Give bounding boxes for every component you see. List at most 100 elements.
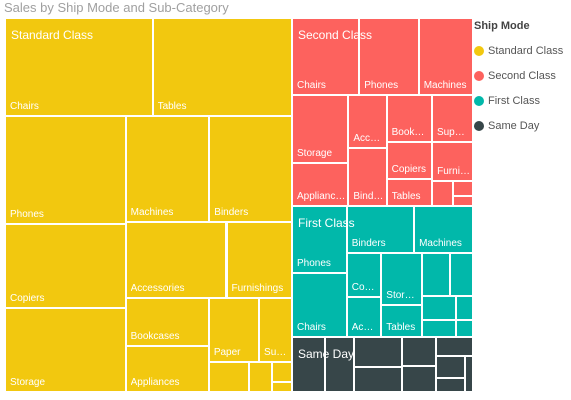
- tile-label: Tables: [157, 101, 187, 113]
- legend-marker: [474, 95, 484, 106]
- tile: [292, 337, 325, 392]
- tile-label: Binders: [351, 238, 386, 250]
- tile-label: Phones: [297, 258, 331, 270]
- tile: Chairs: [292, 18, 360, 96]
- tile: Storage: [292, 95, 349, 163]
- tile: Bookcases: [386, 95, 432, 142]
- tile-label: Binders: [214, 206, 249, 218]
- tile: Paper: [208, 298, 260, 362]
- tile-label: Furnishings: [437, 166, 470, 178]
- tile: [354, 366, 402, 392]
- tile: [452, 195, 473, 206]
- tile-label: Tables: [391, 190, 421, 202]
- tile: [248, 361, 273, 392]
- tile: [464, 356, 473, 392]
- tile: Copiers: [386, 141, 433, 180]
- tile: Copiers: [346, 253, 382, 297]
- tile: Accessories: [348, 95, 387, 148]
- tile: Chairs: [5, 18, 153, 117]
- tile: [401, 337, 437, 367]
- legend-title: Ship Mode: [474, 20, 530, 32]
- tile-label: Chairs: [297, 80, 326, 92]
- tile: [455, 296, 473, 320]
- legend-item: Standard Class: [474, 38, 563, 63]
- tile: Appliances: [292, 162, 349, 206]
- tile: Tables: [152, 18, 292, 117]
- tile-label: Chairs: [10, 101, 39, 113]
- tile-label: Supplies: [436, 126, 470, 138]
- tile: Accessories: [125, 221, 227, 299]
- tile-label: Copiers: [351, 281, 379, 293]
- tile: [324, 337, 355, 392]
- tile-label: Appliances: [130, 376, 180, 388]
- tile: Binders: [346, 205, 415, 254]
- tile-label: Machines: [130, 206, 174, 218]
- tile: [455, 319, 473, 338]
- tile-label: Accessories: [130, 283, 185, 295]
- tile-label: Copiers: [391, 164, 427, 176]
- tile: Tables: [381, 305, 422, 338]
- tile: Copiers: [5, 224, 126, 309]
- tile-label: Storage: [10, 376, 46, 388]
- tile-label: Appliances: [297, 190, 346, 202]
- tile-label: Copiers: [10, 293, 45, 305]
- tile-label: Paper: [213, 346, 241, 358]
- tile: Binders: [209, 116, 292, 222]
- legend-item: Second Class: [474, 63, 563, 88]
- tile: [436, 356, 465, 378]
- tile: Machines: [125, 116, 210, 222]
- tile: Machines: [418, 18, 473, 96]
- tile-label: Machines: [423, 80, 467, 92]
- tile: [354, 337, 402, 367]
- tile: Phones: [292, 205, 347, 274]
- tile: Phones: [359, 18, 419, 96]
- tile: Tables: [386, 179, 433, 206]
- tile: [436, 377, 465, 392]
- tile-label: Phones: [364, 80, 399, 92]
- legend-label: First Class: [488, 94, 540, 107]
- tile-label: Chairs: [297, 322, 326, 334]
- tile: Chairs: [292, 273, 347, 338]
- legend: Ship Mode Standard Class Second Class Firs…: [474, 20, 563, 138]
- legend-item: Same Day: [474, 113, 563, 138]
- legend-label: Second Class: [488, 69, 556, 82]
- tile: Appliances: [125, 346, 209, 392]
- tile-label: Machines: [419, 238, 462, 250]
- tile: [421, 296, 456, 320]
- tile: Binders: [348, 147, 387, 206]
- legend-marker: [474, 45, 484, 56]
- tile: [452, 181, 473, 196]
- tile: Accessories: [346, 296, 382, 338]
- tile: [272, 381, 292, 392]
- tile: [449, 253, 473, 297]
- tile: [401, 366, 437, 392]
- tile-label: Bookcases: [391, 126, 429, 138]
- tile: Bookcases: [125, 298, 209, 347]
- tile: Furnishings: [226, 221, 292, 299]
- tile: [436, 337, 473, 357]
- tile-label: Supplies: [264, 346, 289, 358]
- tile-label: Accessories: [353, 132, 383, 144]
- tile-label: Bookcases: [130, 331, 180, 343]
- legend-label: Standard Class: [488, 44, 564, 57]
- tile: Supplies: [431, 95, 473, 142]
- tile: [272, 361, 292, 382]
- tile-label: Tables: [386, 322, 416, 334]
- tile: Machines: [414, 205, 473, 254]
- tile-label: Phones: [10, 209, 44, 221]
- tile-label: Accessories: [351, 322, 379, 334]
- legend-marker: [474, 120, 484, 131]
- tile-label: Furnishings: [231, 283, 284, 295]
- tile: Storage: [5, 308, 126, 392]
- tile: Supplies: [259, 298, 292, 362]
- tile-label: Storage: [386, 290, 419, 302]
- legend-label: Same Day: [488, 119, 540, 132]
- tile: [208, 361, 249, 392]
- tile: [421, 253, 450, 297]
- legend-marker: [474, 70, 484, 81]
- legend-item: First Class: [474, 88, 563, 113]
- tile: [421, 319, 456, 338]
- chart-title: Sales by Ship Mode and Sub-Category: [4, 0, 229, 15]
- tile: [432, 181, 453, 206]
